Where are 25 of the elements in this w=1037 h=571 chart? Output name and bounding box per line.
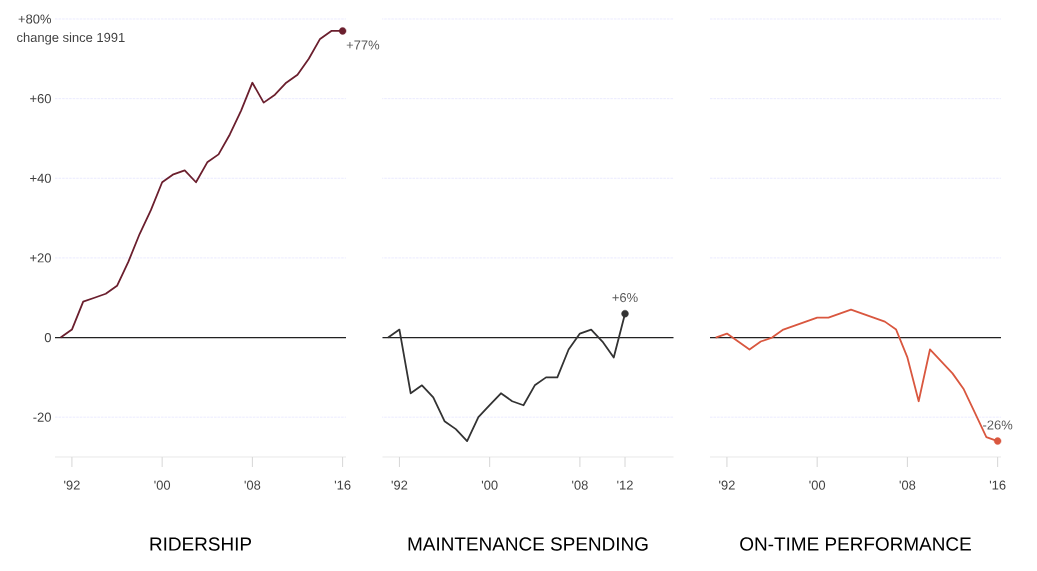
y-tick-label: -20 bbox=[33, 412, 51, 422]
x-tick-label: '92 bbox=[719, 480, 735, 490]
data-label: +77% bbox=[346, 40, 380, 50]
x-tick-label: '00 bbox=[481, 480, 498, 490]
y-tick-label: +40 bbox=[30, 173, 51, 183]
y-tick-label: +80% bbox=[18, 14, 52, 24]
y-tick-label: +20 bbox=[30, 253, 51, 263]
data-label: +6% bbox=[612, 292, 638, 303]
data-label: -26% bbox=[983, 420, 1013, 430]
x-tick-label: '00 bbox=[809, 480, 826, 490]
x-tick-label: '92 bbox=[391, 480, 408, 490]
x-tick-label: '08 bbox=[572, 480, 588, 490]
x-tick-label: '12 bbox=[617, 480, 633, 490]
x-tick-label: '92 bbox=[64, 480, 80, 490]
annotation: change since 1991 bbox=[17, 32, 125, 45]
x-tick-label: '16 bbox=[989, 480, 1006, 490]
x-tick-label: '00 bbox=[154, 480, 171, 490]
x-tick-label: '16 bbox=[334, 480, 351, 490]
x-tick-label: '08 bbox=[244, 480, 261, 490]
text: RIDERSHIP bbox=[150, 537, 252, 551]
text: MAINTENANCE SPENDING bbox=[408, 537, 648, 551]
y-tick-label: 0 bbox=[44, 332, 51, 343]
text: ON-TIME PERFORMANCE bbox=[740, 537, 971, 551]
x-tick-label: '08 bbox=[899, 480, 916, 490]
y-tick-label: +60 bbox=[30, 94, 51, 104]
